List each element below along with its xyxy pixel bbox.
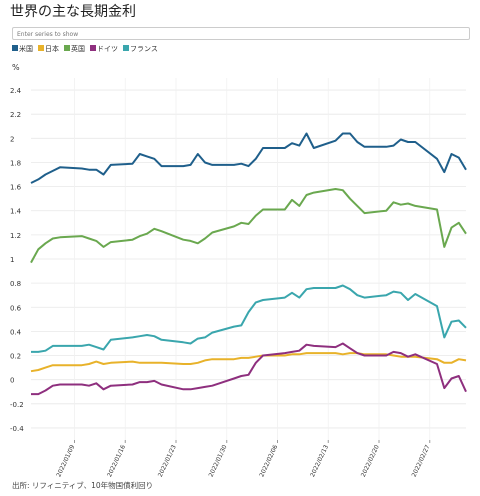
y-tick-label: 1.6 bbox=[10, 184, 22, 192]
x-tick-label: 2022/01/30 bbox=[208, 444, 229, 478]
legend-label[interactable]: ドイツ bbox=[97, 45, 118, 53]
legend-swatch bbox=[12, 45, 18, 51]
legend-label[interactable]: 日本 bbox=[45, 44, 59, 53]
y-tick-label: 1 bbox=[10, 256, 14, 264]
y-tick-label: 2 bbox=[10, 135, 14, 143]
y-tick-label: 0.4 bbox=[10, 328, 22, 336]
y-tick-label: 1.8 bbox=[10, 159, 21, 167]
legend-swatch bbox=[90, 45, 96, 51]
x-tick-label: 2022/02/13 bbox=[309, 444, 330, 478]
legend-swatch bbox=[38, 45, 44, 51]
y-unit: % bbox=[12, 63, 20, 72]
legend-label[interactable]: 米国 bbox=[19, 44, 33, 53]
y-tick-label: 0.2 bbox=[10, 353, 21, 361]
y-tick-label: 2.4 bbox=[10, 87, 22, 95]
series-line bbox=[30, 132, 467, 184]
source: 出所: リフィニティブ、10年物国債利回り bbox=[12, 480, 153, 490]
series-line bbox=[30, 352, 467, 373]
y-tick-label: 1.2 bbox=[10, 232, 21, 240]
legend: 米国 日本 英国 ドイツ フランス bbox=[12, 44, 158, 53]
x-tick-label: 2022/02/27 bbox=[411, 444, 432, 478]
y-tick-label: 0 bbox=[10, 377, 14, 385]
legend-label[interactable]: フランス bbox=[130, 45, 158, 53]
series-search[interactable]: Enter series to show bbox=[12, 27, 470, 40]
x-tick-label: 2022/02/20 bbox=[360, 444, 381, 478]
y-tick-label: 0.8 bbox=[10, 280, 21, 288]
y-tick-label: 0.6 bbox=[10, 304, 22, 312]
x-tick-label: 2022/01/16 bbox=[106, 444, 127, 478]
series-line bbox=[30, 188, 467, 264]
y-tick-label: -0.2 bbox=[10, 401, 24, 409]
legend-swatch bbox=[64, 45, 70, 51]
x-tick-label: 2022/02/06 bbox=[258, 444, 279, 478]
legend-label[interactable]: 英国 bbox=[71, 44, 85, 53]
chart-title: 世界の主な長期金利 bbox=[10, 4, 136, 20]
series-line bbox=[31, 284, 467, 353]
x-tick-label: 2022/01/09 bbox=[55, 444, 76, 478]
y-tick-label: 1.4 bbox=[10, 208, 22, 216]
x-tick-label: 2022/01/23 bbox=[157, 444, 178, 478]
y-tick-label: -0.4 bbox=[10, 425, 24, 433]
y-tick-label: 2.2 bbox=[10, 111, 21, 119]
legend-swatch bbox=[123, 45, 129, 51]
series-line bbox=[31, 342, 467, 396]
